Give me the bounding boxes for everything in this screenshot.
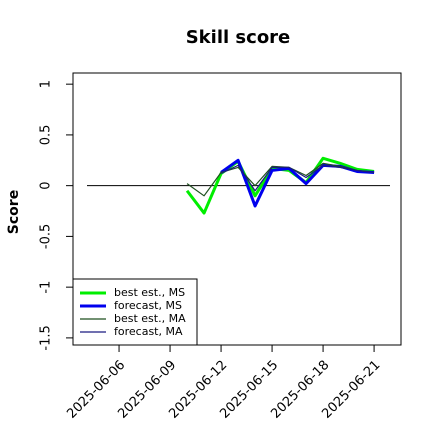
y-axis-label: Score bbox=[6, 190, 22, 234]
y-tick-label: -1.5 bbox=[39, 325, 54, 350]
series-line bbox=[220, 164, 375, 192]
chart-title: Skill score bbox=[186, 27, 291, 48]
legend-label: forecast, MA bbox=[114, 325, 183, 338]
y-tick-label: 0 bbox=[39, 182, 54, 190]
plot-frame bbox=[72, 72, 402, 346]
y-tick-label: 1 bbox=[39, 80, 54, 88]
legend-label: best est., MA bbox=[114, 312, 186, 325]
y-tick-label: -1 bbox=[39, 281, 54, 294]
y-tick-label: 0.5 bbox=[39, 125, 54, 146]
legend-box bbox=[72, 278, 198, 346]
y-tick-label: -0.5 bbox=[39, 224, 54, 249]
legend-label: forecast, MS bbox=[114, 299, 182, 312]
legend-label: best est., MS bbox=[114, 286, 185, 299]
